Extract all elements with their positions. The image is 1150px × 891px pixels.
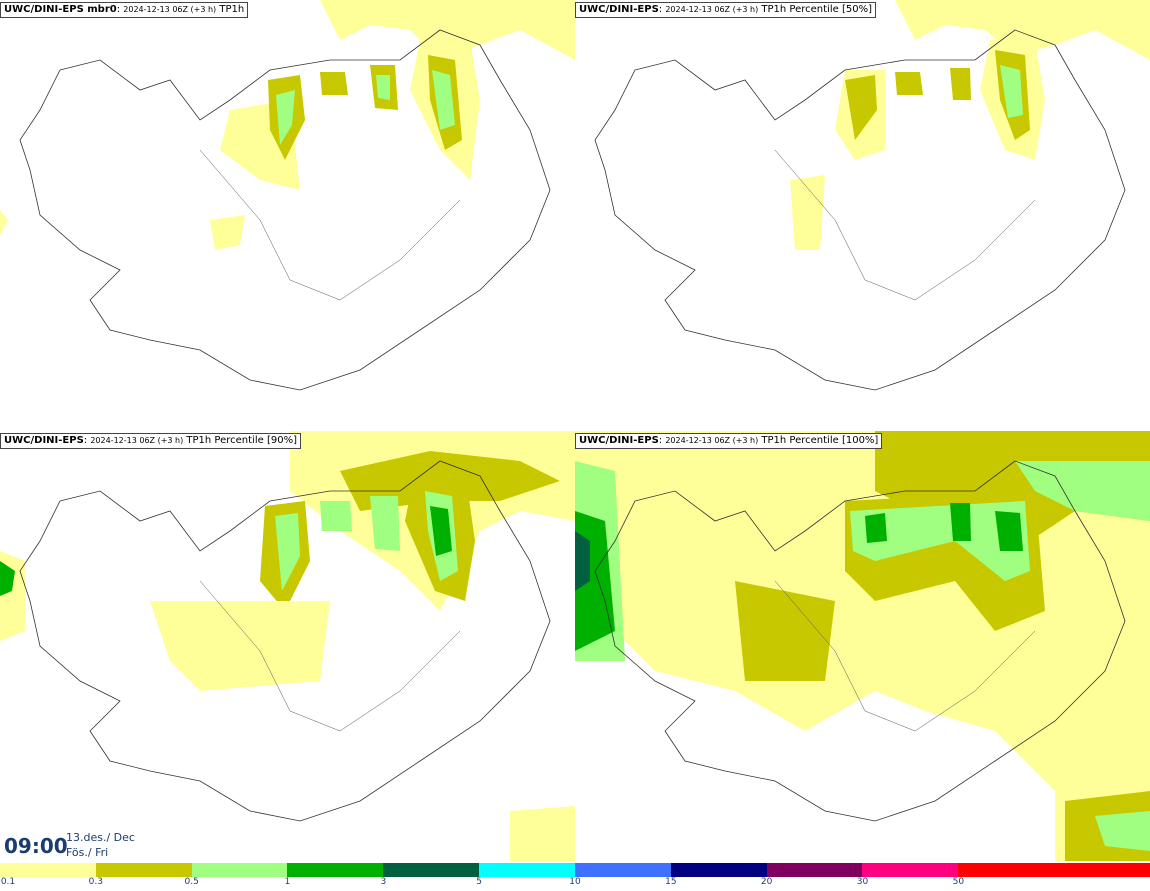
colorbar-segment: [287, 863, 384, 877]
panel-title: UWC/DINI-EPS: 2024-12-13 06Z (+3 h) TP1h…: [0, 433, 301, 449]
colorbar-tick-label: 5: [476, 877, 483, 887]
colorbar-segment: [383, 863, 480, 877]
panel-p90: UWC/DINI-EPS: 2024-12-13 06Z (+3 h) TP1h…: [0, 431, 575, 861]
colorbar-tick-label: 30: [856, 877, 869, 887]
colorbar-tick-label: 20: [760, 877, 773, 887]
colorbar-segment: [766, 863, 863, 877]
colorbar-segment: [0, 863, 96, 877]
precip-map: [575, 431, 1150, 861]
valid-time: 09:00: [4, 834, 68, 858]
colorbar-segment: [95, 863, 192, 877]
colorbar-segment: [191, 863, 288, 877]
colorbar-tick-label: 0.5: [184, 877, 199, 887]
colorbar: [0, 863, 1150, 877]
panel-title: UWC/DINI-EPS mbr0: 2024-12-13 06Z (+3 h)…: [0, 2, 249, 18]
precip-map: [0, 0, 575, 391]
colorbar-segment: [1054, 863, 1150, 877]
colorbar-segment: [958, 863, 1055, 877]
valid-time-box: 09:00 13.des./ Dec Fös./ Fri: [0, 829, 135, 862]
precip-map: [0, 431, 575, 861]
colorbar-segment: [670, 863, 767, 877]
valid-date: 13.des./ Dec: [66, 831, 135, 844]
panel-title: UWC/DINI-EPS: 2024-12-13 06Z (+3 h) TP1h…: [575, 433, 883, 449]
panel-title: UWC/DINI-EPS: 2024-12-13 06Z (+3 h) TP1h…: [575, 2, 876, 18]
colorbar-tick-label: 15: [665, 877, 677, 887]
colorbar-tick-label: 0.3: [88, 877, 103, 887]
panel-p50: UWC/DINI-EPS: 2024-12-13 06Z (+3 h) TP1h…: [575, 0, 1150, 430]
panel-mbr0: UWC/DINI-EPS mbr0: 2024-12-13 06Z (+3 h)…: [0, 0, 575, 430]
colorbar-tick-label: 0.1: [0, 877, 16, 887]
panel-p100: UWC/DINI-EPS: 2024-12-13 06Z (+3 h) TP1h…: [575, 431, 1150, 861]
colorbar-segment: [479, 863, 575, 877]
valid-day: Fös./ Fri: [66, 846, 109, 859]
colorbar-tick-label: 50: [952, 877, 965, 887]
colorbar-segment: [862, 863, 959, 877]
precip-map: [594, 0, 1150, 391]
colorbar-tick-label: 1: [284, 877, 291, 887]
colorbar-tick-label: 10: [569, 877, 581, 887]
colorbar-segment: [574, 863, 671, 877]
colorbar-tick-label: 3: [380, 877, 387, 887]
colorbar-ticks: 0.1 0.3 0.5 1 3 5 10 15 20 30 50: [0, 877, 1150, 891]
